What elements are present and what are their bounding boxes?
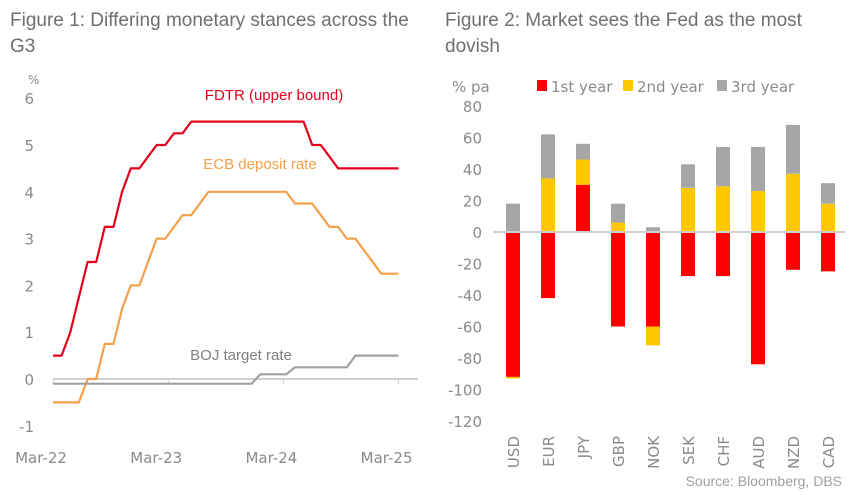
f1-xtick-label: Mar-22 [15,449,67,467]
f2-bar-gbp-2nd-year [611,222,625,232]
f2-bar-cad-1st-year [821,232,835,272]
f2-legend-swatch [623,80,633,91]
f2-bar-eur-3rd-year [541,134,555,179]
f1-ytick-label: 2 [24,277,34,295]
f2-ytick-label: -60 [458,319,483,337]
f2-ytick-label: -20 [458,256,483,274]
figure1-title: Figure 1: Differing monetary stances acr… [10,10,409,57]
f2-bar-sek-2nd-year [681,187,695,232]
f1-series-ecb-deposit-rate [53,190,399,404]
f2-bar-eur-1st-year [541,232,555,299]
f2-bar-cad-3rd-year [821,183,835,204]
f2-bar-nok-3rd-year [646,227,660,232]
f1-ytick-label: 1 [24,324,34,342]
f2-bar-cad-2nd-year [821,203,835,232]
f2-bar-chf-2nd-year [716,186,730,232]
f1-yaxis-unit: % [28,73,39,87]
f2-ytick-label: 80 [463,98,482,116]
f2-legend-label: 1st year [551,78,613,96]
f2-bar-eur-2nd-year [541,178,555,232]
f2-bar-gbp-1st-year [611,232,625,327]
f2-bar-chf-1st-year [716,232,730,277]
f2-bar-usd-3rd-year [506,203,520,232]
f1-series-boj-target-rate [53,354,399,385]
f1-series-fdtr-upper-bound- [53,120,399,357]
f1-ytick-label: -1 [19,418,34,436]
f2-yaxis-unit: % pa [452,78,490,96]
f2-legend-label: 3rd year [731,78,795,96]
f1-annotation-fdtr: FDTR (upper bound) [205,87,343,104]
f1-annotation-boj: BOJ target rate [190,347,292,364]
f2-bar-nok-1st-year [646,232,660,327]
f2-category-label: NZD [785,436,803,469]
f2-category-label: USD [505,436,523,468]
f1-xtick-label: Mar-23 [130,449,182,467]
f2-category-label: CHF [715,436,733,466]
figure2-title: Figure 2: Market sees the Fed as the mos… [445,10,802,57]
f2-ytick-label: -120 [448,413,482,431]
f2-bar-jpy-3rd-year [576,143,590,160]
f2-bar-aud-1st-year [751,232,765,365]
f2-bar-jpy-2nd-year [576,159,590,185]
f1-ytick-label: 3 [24,231,34,249]
f2-bar-nzd-1st-year [786,232,800,270]
f2-legend-swatch [717,80,727,91]
f1-ytick-label: 6 [24,90,34,108]
f2-ytick-label: 20 [463,193,482,211]
f2-bar-gbp-3rd-year [611,203,625,223]
f2-bar-nzd-2nd-year [786,173,800,232]
f2-legend-label: 2nd year [637,78,705,96]
f1-ytick-label: 4 [24,184,34,202]
f1-ytick-label: 0 [24,371,34,389]
f2-category-label: CAD [820,436,838,468]
f2-ytick-label: 60 [463,130,482,148]
f2-category-label: GBP [610,436,628,467]
f2-category-label: NOK [645,435,663,469]
f2-bar-aud-2nd-year [751,191,765,232]
f2-ytick-label: -80 [458,350,483,368]
f2-bar-nok-2nd-year [646,326,660,346]
f1-xtick-label: Mar-24 [245,449,297,467]
f2-bar-usd-1st-year [506,232,520,377]
f2-ytick-label: 40 [463,161,482,179]
f2-bar-sek-3rd-year [681,164,695,188]
f1-xtick-label: Mar-25 [361,449,413,467]
f2-category-label: SEK [680,435,698,465]
f2-bar-usd-2nd-year [506,376,520,379]
f2-ytick-label: -40 [458,287,483,305]
f2-legend-swatch [537,80,547,91]
f2-bar-jpy-1st-year [576,184,590,232]
f2-ytick-label: 0 [472,224,482,242]
f2-bar-nzd-3rd-year [786,124,800,174]
f2-category-label: JPY [575,435,593,459]
f2-bar-sek-1st-year [681,232,695,277]
source-note: Source: Bloomberg, DBS [685,473,842,489]
f1-annotation-ecb: ECB deposit rate [203,156,316,173]
f2-category-label: EUR [540,436,558,467]
f2-ytick-label: -100 [448,382,482,400]
f2-category-label: AUD [750,436,768,469]
f2-bar-aud-3rd-year [751,146,765,192]
f2-bar-chf-3rd-year [716,146,730,187]
f1-ytick-label: 5 [24,137,34,155]
